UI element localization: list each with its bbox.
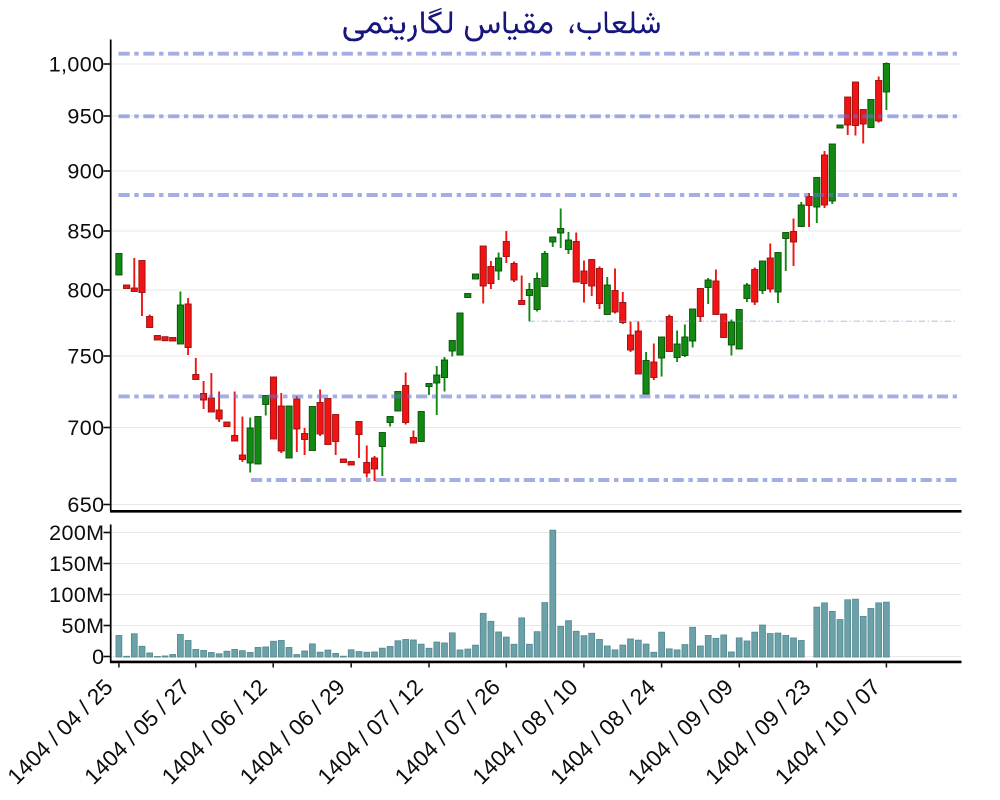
svg-text:50M: 50M [61,614,104,638]
svg-text:750: 750 [67,345,104,369]
svg-text:0: 0 [92,645,104,669]
svg-text:950: 950 [67,105,104,129]
svg-text:200M: 200M [49,521,104,545]
svg-text:650: 650 [67,493,104,517]
svg-text:900: 900 [67,160,104,184]
svg-text:1,000: 1,000 [49,53,105,77]
svg-text:800: 800 [67,279,104,303]
svg-text:850: 850 [67,220,104,244]
svg-text:100M: 100M [49,583,104,607]
svg-text:150M: 150M [49,552,104,576]
svg-text:700: 700 [67,416,104,440]
